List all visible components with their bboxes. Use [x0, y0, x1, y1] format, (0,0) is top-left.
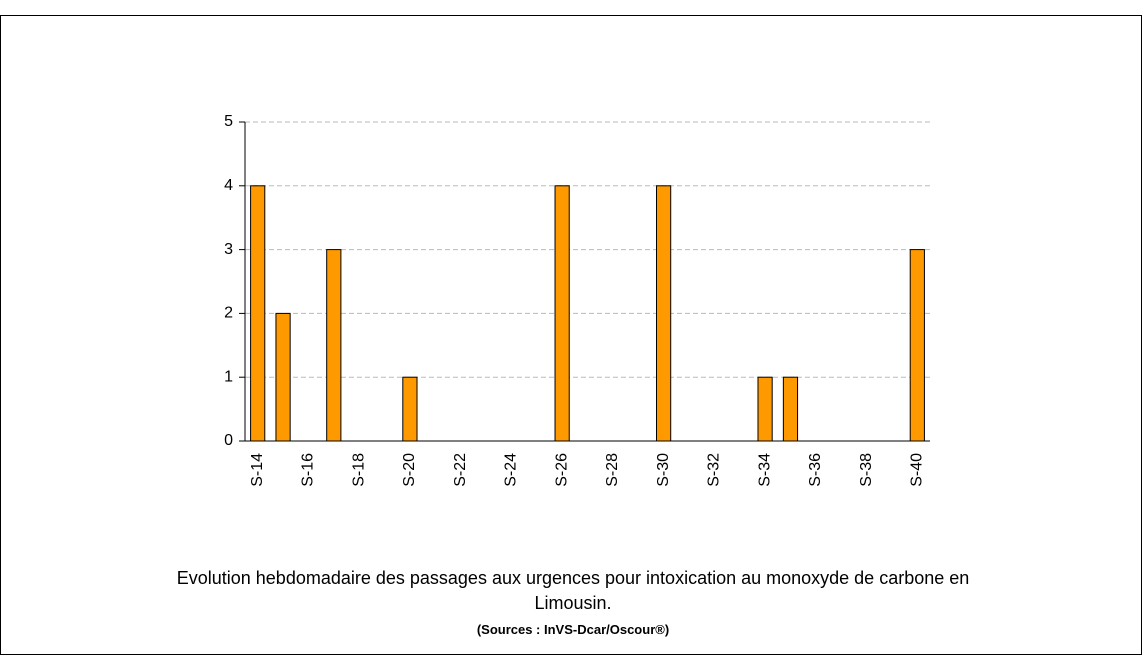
- y-tick-label: 5: [224, 113, 233, 130]
- bar: [782, 376, 799, 442]
- x-tick-label: S-18: [350, 453, 367, 487]
- bar: [554, 185, 570, 442]
- x-tick-label: S-40: [909, 453, 926, 487]
- bar: [250, 185, 266, 442]
- chart-title: Evolution hebdomadaire des passages aux …: [176, 568, 970, 613]
- x-tick-label: S-36: [807, 453, 824, 487]
- x-tick-label: S-30: [655, 453, 672, 487]
- bar: [757, 376, 773, 442]
- x-tick-label: S-20: [401, 453, 418, 487]
- x-tick-label: S-22: [452, 453, 469, 487]
- x-tick-label: S-34: [756, 453, 773, 487]
- bar: [326, 249, 342, 442]
- bar: [402, 376, 418, 442]
- x-tick-label: S-38: [858, 453, 875, 487]
- y-tick-label: 4: [224, 177, 233, 194]
- x-tick-label: S-28: [604, 453, 621, 487]
- y-tick-label: 2: [224, 305, 233, 322]
- x-tick-label: S-24: [503, 453, 520, 487]
- x-tick-label: S-32: [706, 453, 723, 487]
- x-tick-label: S-14: [249, 453, 266, 487]
- y-tick-label: 3: [224, 241, 233, 258]
- bar: [275, 312, 291, 442]
- y-tick-label: 1: [224, 368, 233, 385]
- chart-source: (Sources : InVS-Dcar/Oscour®): [476, 622, 670, 637]
- bar: [909, 249, 925, 442]
- y-tick-label: 0: [224, 432, 233, 449]
- x-tick-label: S-26: [553, 453, 570, 487]
- bar: [656, 185, 672, 442]
- x-tick-label: S-16: [300, 453, 317, 487]
